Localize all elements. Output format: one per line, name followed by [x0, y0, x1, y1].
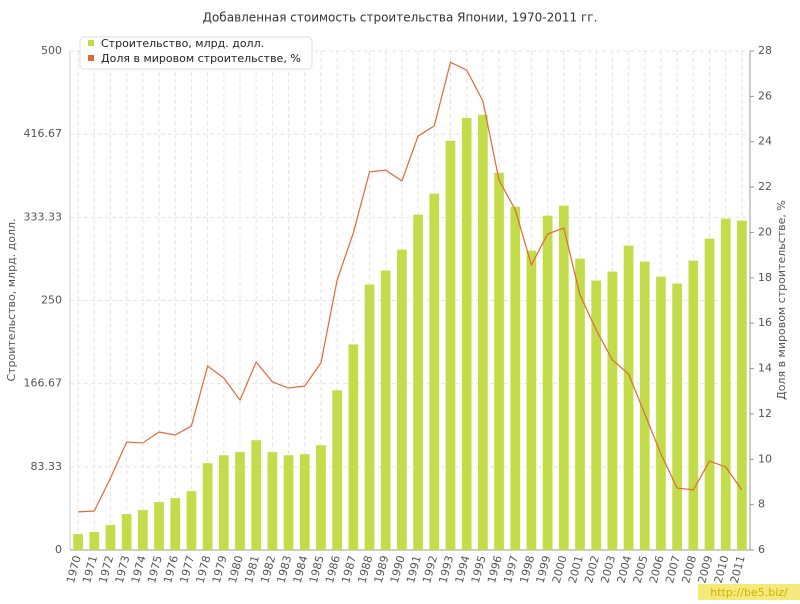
bar: [445, 140, 456, 550]
y-tick-label: 416.67: [24, 127, 63, 140]
bar: [607, 271, 618, 550]
bar: [170, 498, 181, 550]
bar: [186, 491, 197, 550]
y2-tick-label: 26: [758, 89, 772, 102]
y-tick-label: 333.33: [24, 210, 63, 223]
bar: [316, 445, 326, 550]
bar: [575, 258, 585, 550]
bar: [251, 440, 262, 550]
y-tick-label: 500: [41, 44, 62, 57]
bar: [138, 510, 148, 550]
bar: [461, 117, 472, 550]
bar: [510, 206, 521, 551]
y2-tick-label: 6: [758, 543, 765, 556]
watermark: http://be5.biz/: [710, 586, 788, 599]
bar: [380, 270, 391, 550]
bar: [299, 454, 310, 550]
bar: [332, 390, 342, 550]
y-tick-label: 83.33: [31, 460, 63, 473]
legend-label: Доля в мировом строительстве, %: [101, 52, 301, 65]
bar: [267, 452, 278, 550]
bar: [494, 172, 504, 551]
bar: [688, 260, 699, 550]
y2-tick-label: 24: [758, 135, 772, 148]
bar: [656, 276, 666, 550]
bar: [639, 261, 650, 550]
legend-label: Строительство, млрд. долл.: [101, 37, 264, 50]
y2-tick-label: 20: [758, 225, 772, 238]
bar: [218, 455, 229, 550]
y2-tick-label: 16: [758, 316, 772, 329]
bar: [105, 525, 116, 550]
bar: [526, 250, 537, 550]
bar: [154, 502, 164, 550]
y2-tick-label: 12: [758, 407, 772, 420]
chart-title: Добавленная стоимость строительства Япон…: [203, 11, 598, 25]
y2-axis-label: Доля в мировом строительстве, %: [775, 200, 788, 400]
y-tick-label: 0: [55, 543, 62, 556]
y2-tick-label: 18: [758, 271, 772, 284]
bar: [478, 114, 488, 550]
y2-tick-label: 8: [758, 498, 765, 511]
y2-tick-label: 22: [758, 180, 772, 193]
bar: [704, 238, 715, 550]
line: [78, 61, 743, 513]
bar: [235, 452, 245, 550]
bar: [348, 344, 359, 550]
bar: [397, 249, 407, 551]
bar: [73, 534, 83, 550]
bar: [542, 215, 553, 551]
bar: [720, 218, 731, 550]
legend-swatch: [88, 40, 94, 46]
y2-tick-label: 28: [758, 44, 772, 57]
bar: [429, 193, 440, 551]
y2-tick-label: 14: [758, 362, 772, 375]
bar: [413, 214, 423, 550]
bar: [623, 245, 634, 551]
bar: [591, 280, 602, 550]
y-axis-label: Строительство, млрд. долл.: [5, 218, 18, 381]
bar: [737, 220, 747, 550]
bar: [672, 283, 682, 550]
y-tick-label: 250: [41, 294, 62, 307]
legend-box: [79, 36, 313, 70]
bar: [89, 532, 100, 550]
bar: [202, 463, 213, 550]
watermark-bg: [698, 584, 800, 600]
bar: [121, 514, 132, 550]
bar: [364, 284, 375, 550]
y2-tick-label: 10: [758, 452, 772, 465]
y-tick-label: 166.67: [24, 377, 63, 390]
bar: [283, 455, 294, 550]
bar: [558, 205, 569, 550]
legend-swatch: [88, 55, 94, 61]
